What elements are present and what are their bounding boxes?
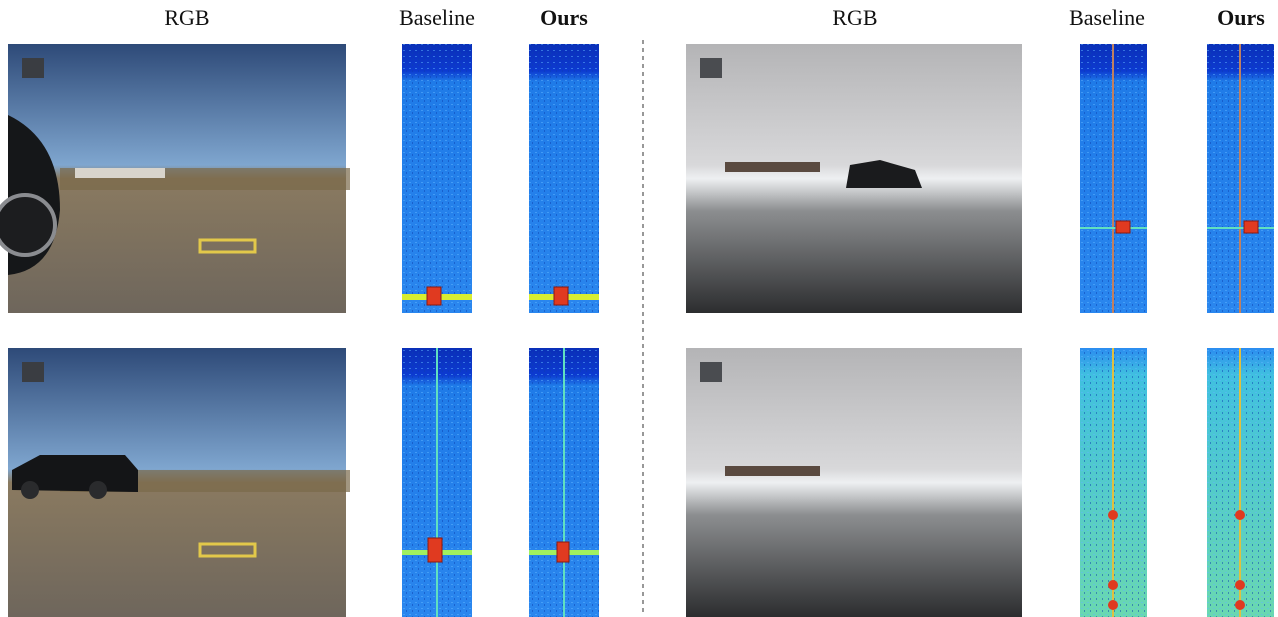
heatmap — [1080, 348, 1147, 617]
column-header: Baseline — [399, 5, 475, 30]
column-header: RGB — [832, 5, 877, 30]
heatmap — [529, 44, 599, 313]
figure: RGB Baseline Ours RGB Baseline Ours — [0, 0, 1278, 617]
column-header: Ours — [1217, 5, 1265, 30]
rgb-image — [0, 44, 350, 313]
column-header: Ours — [540, 5, 588, 30]
heatmap — [1080, 44, 1147, 313]
page: RGB Baseline Ours RGB Baseline Ours — [0, 0, 1278, 617]
column-header: Baseline — [1069, 5, 1145, 30]
column-header: RGB — [164, 5, 209, 30]
heatmap — [402, 348, 472, 617]
rgb-image — [686, 44, 1022, 313]
heatmap — [1207, 348, 1274, 617]
heatmap — [402, 44, 472, 313]
rgb-image — [686, 348, 1022, 617]
heatmap — [529, 348, 599, 617]
rgb-image — [8, 348, 350, 617]
heatmap — [1207, 44, 1274, 313]
